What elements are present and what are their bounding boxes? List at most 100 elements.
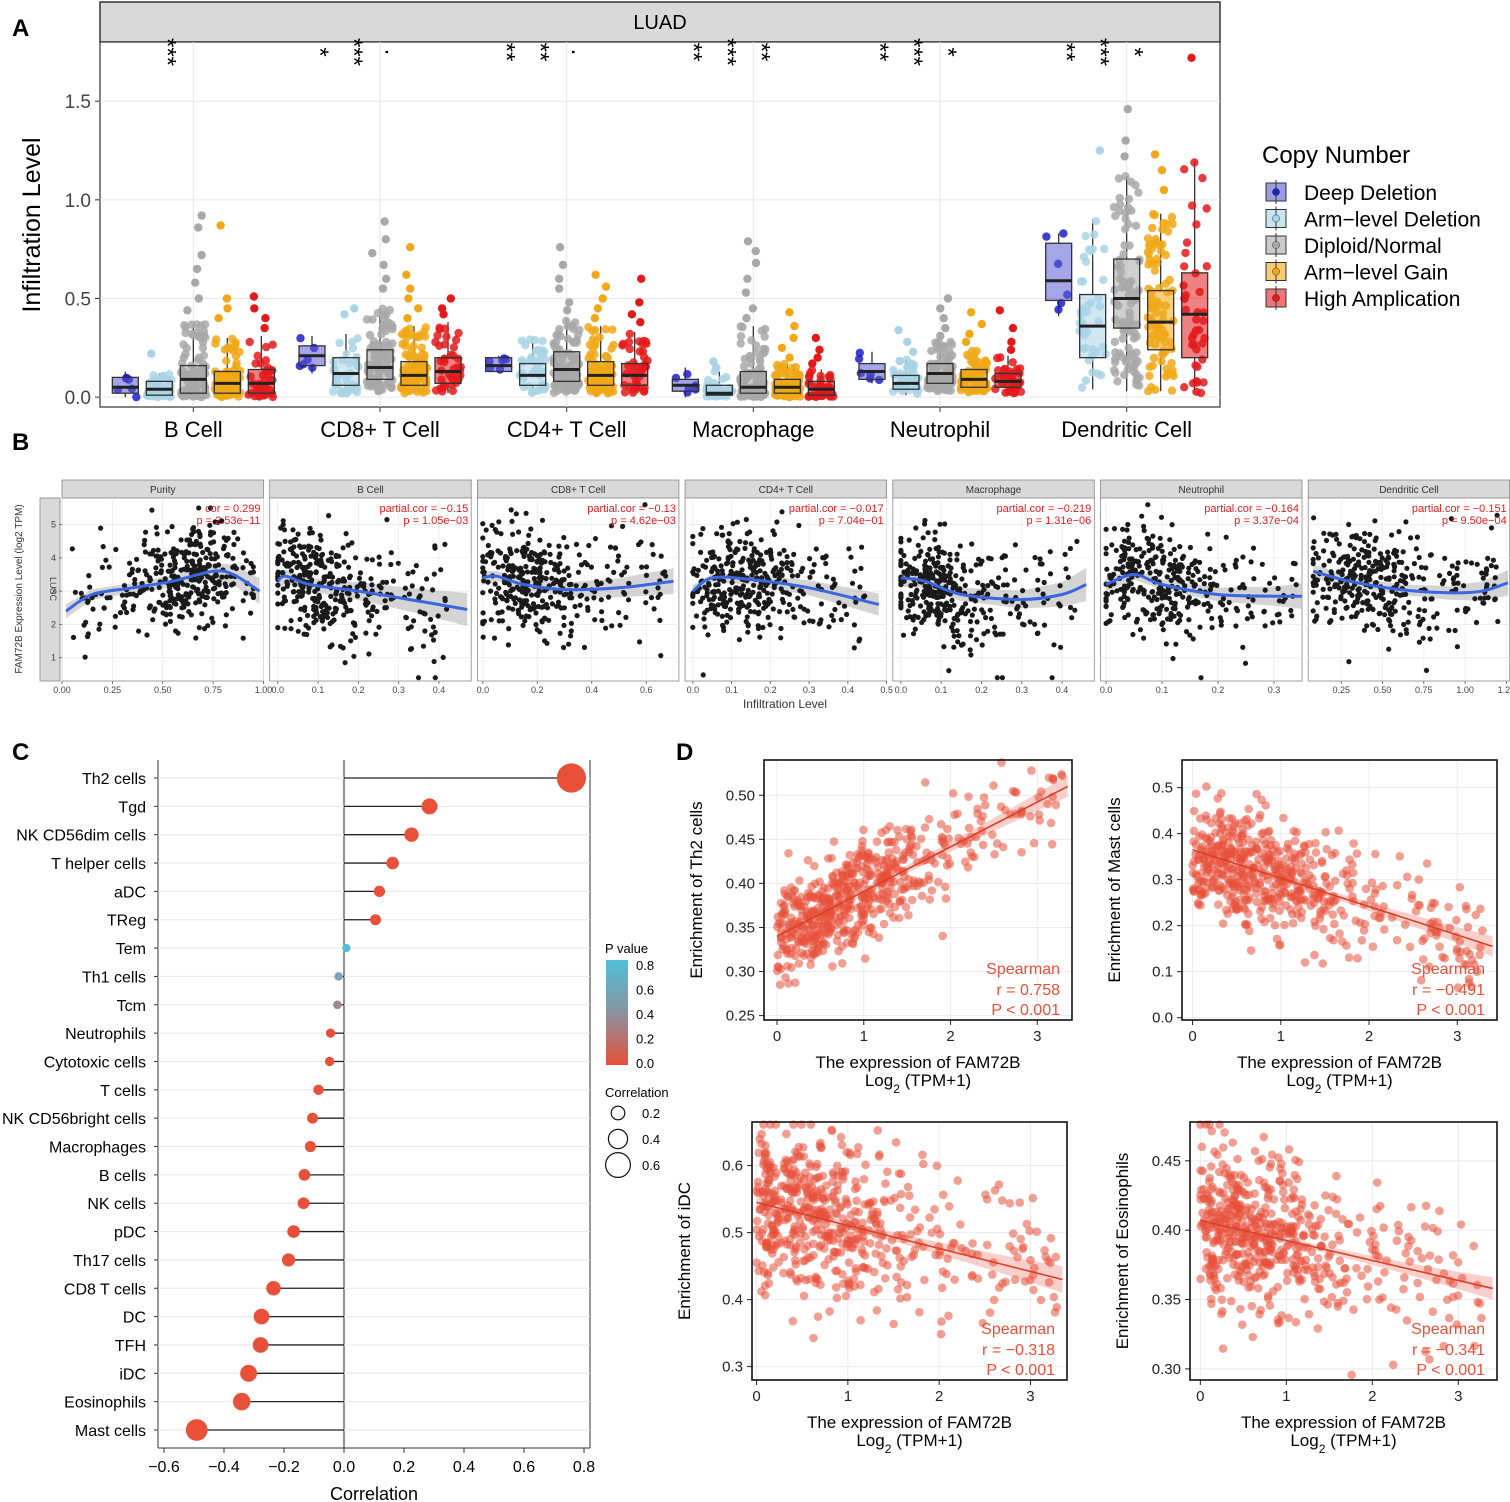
data-point (704, 607, 710, 613)
data-point (655, 594, 661, 601)
data-point (852, 568, 858, 574)
data-point (1362, 530, 1368, 537)
outlier-point (194, 223, 203, 232)
data-point (112, 613, 118, 619)
data-point (570, 318, 580, 327)
data-point (1041, 600, 1047, 606)
data-point (275, 541, 281, 547)
data-point (937, 565, 944, 571)
data-point (968, 568, 974, 574)
data-point (1103, 551, 1109, 557)
data-point (247, 570, 254, 576)
data-point (786, 601, 793, 608)
data-point (193, 635, 199, 641)
data-point (1177, 612, 1184, 619)
xtick-label: 0.1 (312, 685, 325, 695)
data-point (153, 565, 159, 571)
outlier-point (446, 294, 455, 303)
data-point (197, 531, 203, 537)
y-axis-label: FAM72B Expression Level (log2 TPM) (14, 504, 25, 673)
data-point (403, 615, 409, 621)
data-point (1192, 220, 1201, 229)
xtick-label: 0.0 (272, 685, 285, 695)
data-point (376, 624, 382, 630)
outlier-point (403, 314, 412, 323)
data-point (1473, 619, 1480, 626)
data-point (1345, 584, 1351, 590)
data-point (1150, 266, 1160, 275)
data-point (770, 371, 780, 380)
data-point (1089, 230, 1099, 239)
data-point (202, 579, 208, 586)
data-point (1378, 574, 1384, 581)
data-point (231, 529, 237, 536)
data-point (760, 624, 766, 631)
data-point (910, 601, 916, 607)
legend-dot (1272, 188, 1280, 196)
data-point (401, 341, 410, 350)
data-point (255, 391, 264, 401)
data-point (568, 620, 575, 627)
outlier-point (1157, 166, 1167, 175)
data-point (386, 382, 395, 391)
ytick-label: 0.0 (65, 388, 91, 409)
data-point (378, 585, 384, 591)
data-point (905, 608, 911, 614)
data-point (1332, 582, 1338, 588)
data-point (1184, 604, 1191, 610)
data-point (284, 581, 290, 587)
lollipop-row: Eosinophils (64, 1392, 590, 1412)
data-point (1125, 521, 1131, 528)
data-point (987, 607, 993, 613)
data-point (774, 519, 780, 525)
data-point (1397, 592, 1403, 598)
data-point (975, 580, 981, 586)
ytick-label: 1.0 (65, 191, 91, 212)
stat-cor: partial.cor = −0.13 (587, 503, 676, 515)
data-point (280, 518, 286, 524)
stat-cor: partial.cor = −0.219 (997, 503, 1092, 515)
data-point (248, 560, 254, 567)
data-point (996, 575, 1002, 581)
data-point (898, 557, 904, 564)
data-point (1349, 585, 1355, 591)
data-point (848, 554, 854, 560)
data-point (690, 591, 696, 598)
data-point (313, 560, 319, 566)
data-point (417, 343, 426, 352)
box-iqr (332, 357, 360, 386)
data-point (639, 386, 649, 395)
data-point (275, 590, 281, 596)
data-point (701, 616, 707, 622)
size-key (607, 1128, 629, 1150)
data-point (376, 554, 382, 560)
data-point (905, 597, 911, 603)
data-point (1312, 618, 1318, 624)
data-point (846, 546, 852, 552)
category-label: iDC (119, 1366, 146, 1383)
data-point (297, 616, 303, 623)
data-point (353, 334, 362, 343)
data-point (790, 606, 796, 613)
data-point (495, 564, 501, 570)
data-point (1187, 201, 1197, 210)
outlier-point (250, 304, 259, 313)
data-point (1390, 628, 1396, 634)
data-point (1385, 560, 1391, 567)
outlier-point (260, 323, 269, 333)
data-point (1399, 559, 1405, 566)
data-point (898, 562, 904, 569)
data-point (910, 631, 917, 637)
data-point (179, 605, 185, 611)
data-point (1315, 555, 1321, 561)
data-point (780, 599, 787, 606)
data-point (326, 573, 332, 580)
data-point (994, 675, 1000, 681)
data-point (1172, 606, 1178, 612)
data-point (1164, 574, 1170, 580)
data-point (313, 597, 319, 603)
data-point (781, 547, 787, 554)
data-point (1164, 606, 1170, 612)
data-point (538, 336, 547, 346)
data-point (1267, 580, 1273, 586)
